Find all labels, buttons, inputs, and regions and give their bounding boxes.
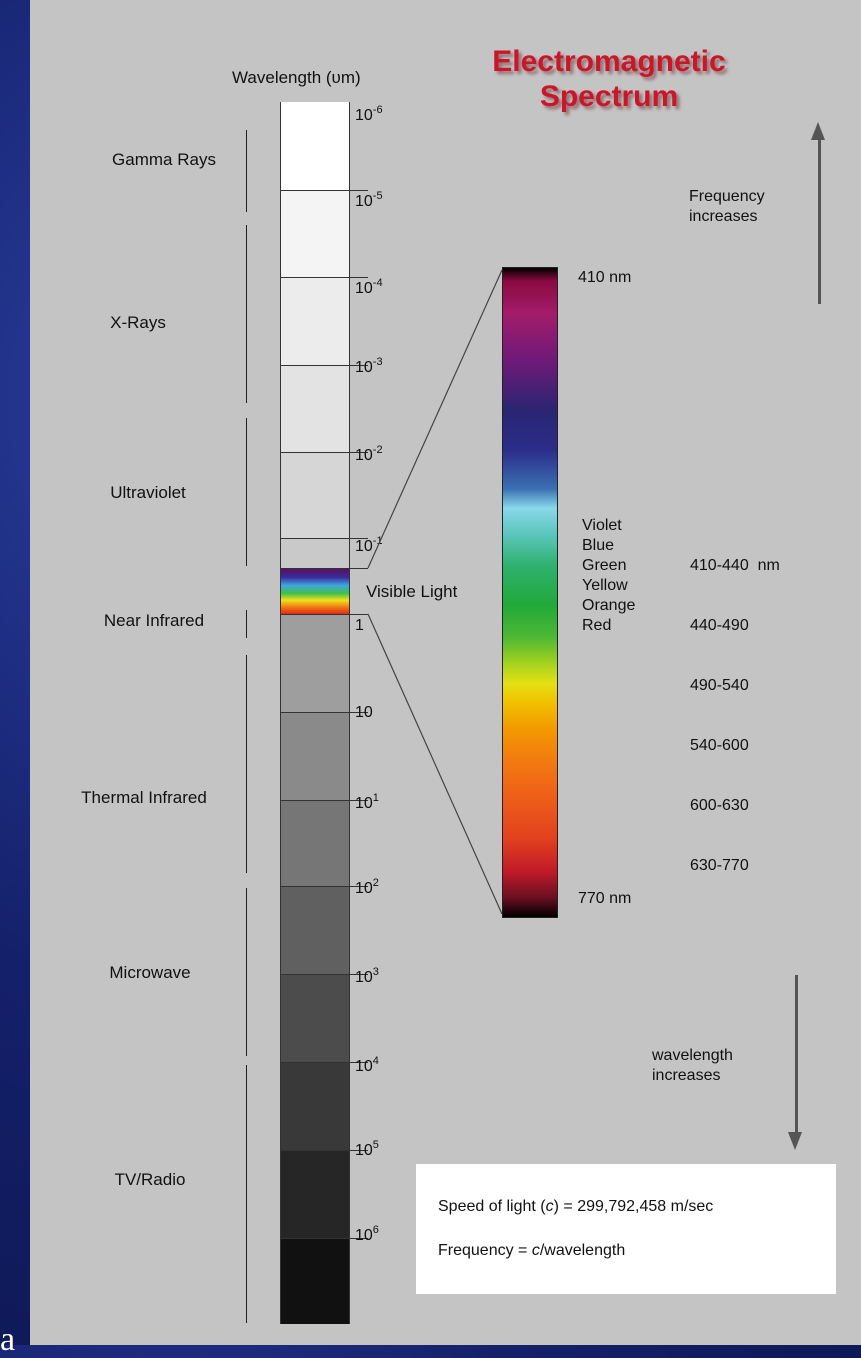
tick-label: 10-2 — [355, 444, 383, 464]
frequency-arrow — [818, 138, 821, 304]
bracket-radio — [246, 1065, 247, 1323]
color-range: 540-600 — [690, 737, 749, 754]
color-range: 410-440 nm — [690, 557, 780, 574]
title-line-1: Electromagnetic — [492, 45, 726, 78]
visible-spectrum-bar — [502, 267, 558, 918]
frequency-line-2: increases — [689, 208, 758, 225]
color-name: Blue — [582, 537, 615, 554]
region-x-rays: X-Rays — [110, 313, 166, 332]
segment-thermal-bottom — [281, 800, 349, 886]
tick-label: 101 — [355, 792, 379, 812]
speed-of-light-box: Speed of light (c) = 299,792,458 m/sec F… — [416, 1164, 836, 1294]
region-microwave: Microwave — [109, 963, 191, 982]
region-gamma-rays: Gamma Rays — [112, 150, 216, 169]
color-name: Yellow — [582, 577, 628, 594]
tick-label: 10-5 — [355, 190, 383, 210]
segment-xray-bottom — [281, 365, 349, 452]
color-range: 440-490 — [690, 617, 749, 634]
color-range: 490-540 — [690, 677, 749, 694]
segment-gamma-top — [281, 102, 349, 190]
visible-color-ranges: 410-440 nm 440-490 490-540 540-600 600-6… — [690, 516, 780, 896]
segment-radio-3 — [281, 1238, 349, 1324]
divider-line — [280, 190, 368, 191]
tick-label: 10-1 — [355, 535, 383, 555]
divider-line — [280, 452, 368, 453]
region-tv-radio: TV/Radio — [114, 1170, 186, 1189]
frequency-increases-label: Frequency increases — [689, 187, 765, 227]
bracket-xray — [246, 225, 247, 403]
spectrum-panel — [30, 0, 861, 1345]
speed-of-light-text: Speed of light (c) = 299,792,458 m/sec — [438, 1198, 714, 1215]
bracket-uv — [246, 418, 247, 566]
divider-line — [280, 886, 368, 887]
connector-bottom-line — [367, 613, 503, 915]
divider-line — [280, 800, 368, 801]
wavelength-header: Wavelength (υm) — [232, 68, 361, 87]
segment-thermal-top — [281, 712, 349, 800]
divider-line — [280, 365, 368, 366]
tick-label: 105 — [355, 1139, 379, 1159]
region-near-infrared: Near Infrared — [103, 611, 205, 630]
tick-label: 102 — [355, 877, 379, 897]
title-line-2: Spectrum — [539, 80, 679, 113]
divider-line — [280, 1238, 368, 1239]
arrow-down-head — [788, 1132, 802, 1150]
color-name: Green — [582, 557, 627, 574]
segment-radio-1 — [281, 1062, 349, 1150]
segment-visible-light — [281, 568, 349, 614]
tick-label: 10 — [355, 704, 373, 721]
tick-label: 103 — [355, 966, 379, 986]
segment-near-infrared — [281, 614, 349, 712]
spectrum-bottom-label: 770 nm — [578, 890, 632, 907]
color-name: Red — [582, 617, 612, 634]
tick-label: 104 — [355, 1055, 379, 1075]
frequency-line-1: Frequency — [689, 188, 765, 205]
color-name: Violet — [582, 517, 622, 534]
segment-uv-top — [281, 452, 349, 538]
segment-microwave-top — [281, 886, 349, 974]
color-range: 630-770 — [690, 857, 749, 874]
tick-label: 10-4 — [355, 277, 383, 297]
wavelength-line-2: increases — [652, 1067, 721, 1084]
divider-line — [280, 974, 368, 975]
region-thermal-infrared: Thermal Infrared — [81, 788, 207, 807]
connector-top-line — [367, 269, 503, 569]
visible-light-label: Visible Light — [366, 582, 458, 601]
segment-radio-2 — [281, 1150, 349, 1238]
bracket-microwave — [246, 888, 247, 1056]
arrow-up-head — [811, 122, 825, 140]
tick-label: 106 — [355, 1224, 379, 1244]
frequency-formula-text: Frequency = c/wavelength — [438, 1242, 626, 1259]
spectrum-top-label: 410 nm — [578, 269, 632, 286]
divider-line — [280, 277, 368, 278]
segment-microwave-bottom — [281, 974, 349, 1062]
wavelength-arrow — [795, 975, 798, 1135]
page-title: Electromagnetic Spectrum — [474, 44, 744, 114]
divider-line — [280, 712, 368, 713]
segment-xray-top — [281, 278, 349, 365]
bracket-nir — [246, 610, 247, 638]
divider-line — [280, 1150, 368, 1151]
wavelength-bar — [280, 102, 350, 1324]
divider-line — [280, 568, 368, 569]
divider-line — [280, 1062, 368, 1063]
wavelength-increases-label: wavelength increases — [652, 1046, 733, 1086]
color-range: 600-630 — [690, 797, 749, 814]
bracket-thermal — [246, 655, 247, 873]
visible-color-names: Violet Blue Green Yellow Orange Red — [582, 516, 635, 636]
divider-line — [280, 614, 368, 615]
wavelength-line-1: wavelength — [652, 1047, 733, 1064]
tick-label: 1 — [355, 617, 364, 634]
divider-line — [280, 538, 368, 539]
segment-gamma-bottom — [281, 190, 349, 278]
segment-uv-bottom — [281, 538, 349, 568]
tick-label: 10-3 — [355, 356, 383, 376]
bracket-gamma — [246, 130, 247, 212]
color-name: Orange — [582, 597, 636, 614]
region-ultraviolet: Ultraviolet — [110, 483, 186, 502]
tick-label: 10-6 — [355, 104, 383, 124]
